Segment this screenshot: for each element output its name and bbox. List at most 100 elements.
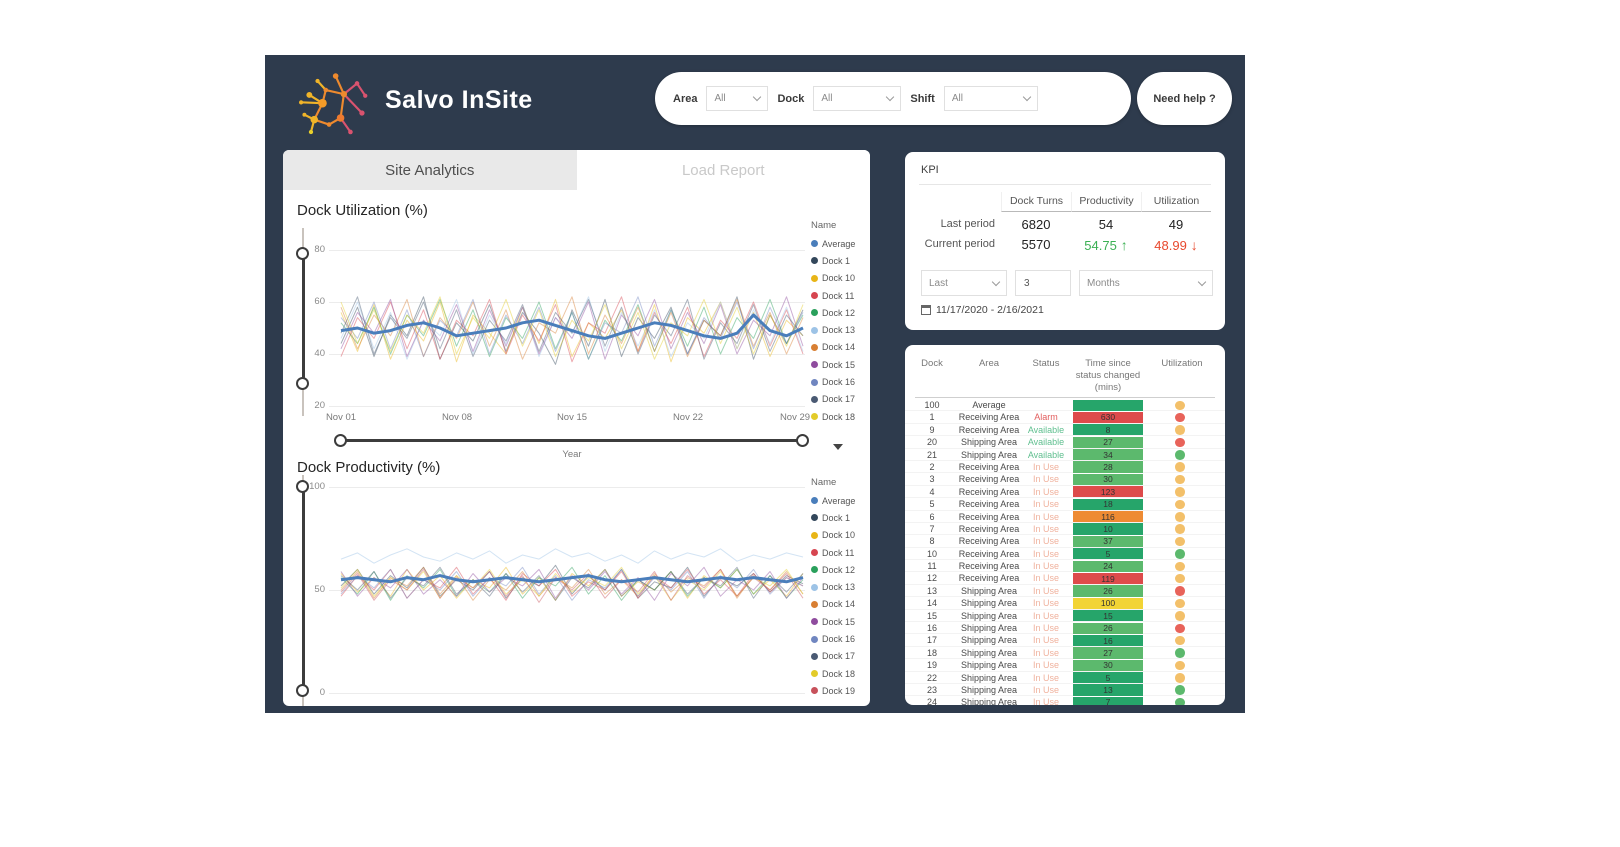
y-axis-tick: 40	[314, 348, 325, 359]
dock-productivity-line-chart	[340, 548, 804, 603]
time-since-bar: 24	[1073, 560, 1143, 572]
legend-item-dock-17[interactable]: Dock 17	[811, 391, 869, 408]
table-cell: Average	[972, 400, 1006, 410]
y-range-slider-handle-bottom[interactable]	[296, 377, 309, 390]
x-range-slider-track[interactable]	[341, 439, 803, 442]
y-range-slider-handle-bottom[interactable]	[296, 684, 309, 697]
legend-item-dock-17[interactable]: Dock 17	[811, 648, 869, 665]
need-help-button[interactable]: Need help ?	[1137, 72, 1232, 125]
table-row[interactable]: 5 Receiving Area In Use 18	[905, 498, 1225, 511]
legend-dot-icon	[811, 600, 818, 608]
legend-title: Name	[811, 477, 837, 488]
table-row[interactable]: 17 Shipping Area In Use 16	[905, 634, 1225, 647]
legend-item-dock-10[interactable]: Dock 10	[811, 270, 869, 287]
legend-item-average[interactable]: Average	[811, 492, 869, 509]
series-line-dock-12	[340, 566, 804, 601]
y-range-slider-handle-top[interactable]	[296, 480, 309, 493]
tab-load-report[interactable]: Load Report	[576, 150, 870, 190]
table-row[interactable]: 22 Shipping Area In Use 5	[905, 672, 1225, 684]
legend-item-dock-1[interactable]: Dock 1	[811, 252, 869, 269]
table-row[interactable]: 8 Receiving Area In Use 37	[905, 535, 1225, 548]
utilization-dot-icon	[1175, 598, 1185, 609]
legend-label: Dock 18	[822, 411, 856, 422]
table-row[interactable]: 16 Shipping Area In Use 26	[905, 622, 1225, 635]
table-row[interactable]: 19 Shipping Area In Use 30	[905, 659, 1225, 672]
legend-dot-icon	[811, 514, 818, 522]
table-cell: In Use	[1032, 672, 1060, 683]
utilization-dot-icon	[1175, 673, 1185, 683]
y-range-slider-fill	[301, 486, 305, 690]
table-cell: Shipping Area	[960, 610, 1018, 621]
table-row[interactable]: 1 Receiving Area Alarm 630	[905, 411, 1225, 424]
x-range-slider-handle-left[interactable]	[334, 433, 347, 447]
table-cell: In Use	[1032, 486, 1060, 497]
period-value-input[interactable]	[1015, 270, 1071, 296]
legend-item-dock-16[interactable]: Dock 16	[811, 630, 869, 647]
legend-item-dock-13[interactable]: Dock 13	[811, 321, 869, 338]
table-row[interactable]: 2 Receiving Area In Use 28	[905, 461, 1225, 474]
legend-item-dock-16[interactable]: Dock 16	[811, 373, 869, 390]
table-row[interactable]: 20 Shipping Area Available 27	[905, 436, 1225, 449]
legend-item-dock-14[interactable]: Dock 14	[811, 596, 869, 613]
legend-item-dock-10[interactable]: Dock 10	[811, 527, 869, 544]
app-title: Salvo InSite	[385, 86, 533, 114]
legend-item-dock-11[interactable]: Dock 11	[811, 287, 869, 304]
table-cell: 2	[929, 461, 935, 472]
series-line-dock-10	[340, 298, 804, 363]
charts-card: Site Analytics Load Report Dock Utilizat…	[283, 150, 870, 706]
gridline	[329, 406, 805, 407]
legend-item-dock-1[interactable]: Dock 1	[811, 509, 869, 526]
period-unit-select[interactable]: Months	[1079, 270, 1213, 296]
table-cell: Receiving Area	[958, 461, 1020, 472]
table-row[interactable]: 10 Receiving Area In Use 5	[905, 548, 1225, 561]
legend-item-dock-11[interactable]: Dock 11	[811, 544, 869, 561]
shift-filter-select[interactable]: All	[943, 86, 1038, 111]
legend-item-dock-18[interactable]: Dock 18	[811, 408, 869, 425]
table-row[interactable]: 24 Shipping Area In Use 7	[905, 696, 1225, 705]
legend-item-dock-19[interactable]: Dock 19	[811, 682, 869, 699]
dock-status-table-card: Dock Area Status Time since status chang…	[905, 345, 1225, 705]
table-row[interactable]: 7 Receiving Area In Use 10	[905, 523, 1225, 536]
legend-item-dock-12[interactable]: Dock 12	[811, 304, 869, 321]
table-row[interactable]: 23 Shipping Area In Use 13	[905, 684, 1225, 697]
table-row[interactable]: 4 Receiving Area In Use 123	[905, 486, 1225, 499]
table-cell: Shipping Area	[960, 585, 1018, 596]
legend-item-dock-13[interactable]: Dock 13	[811, 578, 869, 595]
table-row[interactable]: 6 Receiving Area In Use 116	[905, 511, 1225, 523]
table-row[interactable]: 14 Shipping Area In Use 100	[905, 597, 1225, 610]
table-row[interactable]: 12 Receiving Area In Use 119	[905, 572, 1225, 585]
utilization-dot-icon	[1175, 685, 1185, 695]
kpi-column-productivity: Productivity	[1071, 192, 1141, 212]
legend-scroll-chevron-icon[interactable]	[833, 444, 843, 450]
table-row[interactable]: 21 Shipping Area Available 34	[905, 449, 1225, 461]
table-cell: Receiving Area	[958, 536, 1020, 547]
calendar-icon	[921, 305, 931, 315]
gridline	[329, 250, 805, 251]
table-row[interactable]: 3 Receiving Area In Use 30	[905, 473, 1225, 486]
y-axis-tick: 60	[314, 296, 325, 307]
legend-item-dock-15[interactable]: Dock 15	[811, 613, 869, 630]
table-row[interactable]: 100 Average	[905, 399, 1225, 412]
time-since-bar: 5	[1073, 548, 1143, 560]
table-row[interactable]: 15 Shipping Area In Use 15	[905, 610, 1225, 623]
table-cell: In Use	[1032, 647, 1060, 658]
table-row[interactable]: 9 Receiving Area Available 8	[905, 424, 1225, 437]
table-row[interactable]: 13 Shipping Area In Use 26	[905, 585, 1225, 598]
legend-item-average[interactable]: Average	[811, 235, 869, 252]
legend-item-dock-18[interactable]: Dock 18	[811, 665, 869, 682]
area-filter-select[interactable]: All	[706, 86, 769, 111]
legend-item-dock-14[interactable]: Dock 14	[811, 339, 869, 356]
period-mode-select[interactable]: Last	[921, 270, 1007, 296]
legend-label: Dock 10	[822, 273, 856, 284]
table-row[interactable]: 11 Receiving Area In Use 24	[905, 560, 1225, 573]
legend-item-dock-12[interactable]: Dock 12	[811, 561, 869, 578]
x-range-slider-handle-right[interactable]	[796, 433, 809, 447]
table-row[interactable]: 18 Shipping Area In Use 27	[905, 647, 1225, 660]
y-range-slider-handle-top[interactable]	[296, 247, 309, 260]
dock-filter-select[interactable]: All	[813, 86, 902, 111]
legend-item-dock-15[interactable]: Dock 15	[811, 356, 869, 373]
col-header-status: Status	[1032, 358, 1060, 369]
utilization-dot-icon	[1175, 697, 1185, 705]
divider	[919, 184, 1211, 185]
tab-site-analytics[interactable]: Site Analytics	[283, 150, 577, 190]
